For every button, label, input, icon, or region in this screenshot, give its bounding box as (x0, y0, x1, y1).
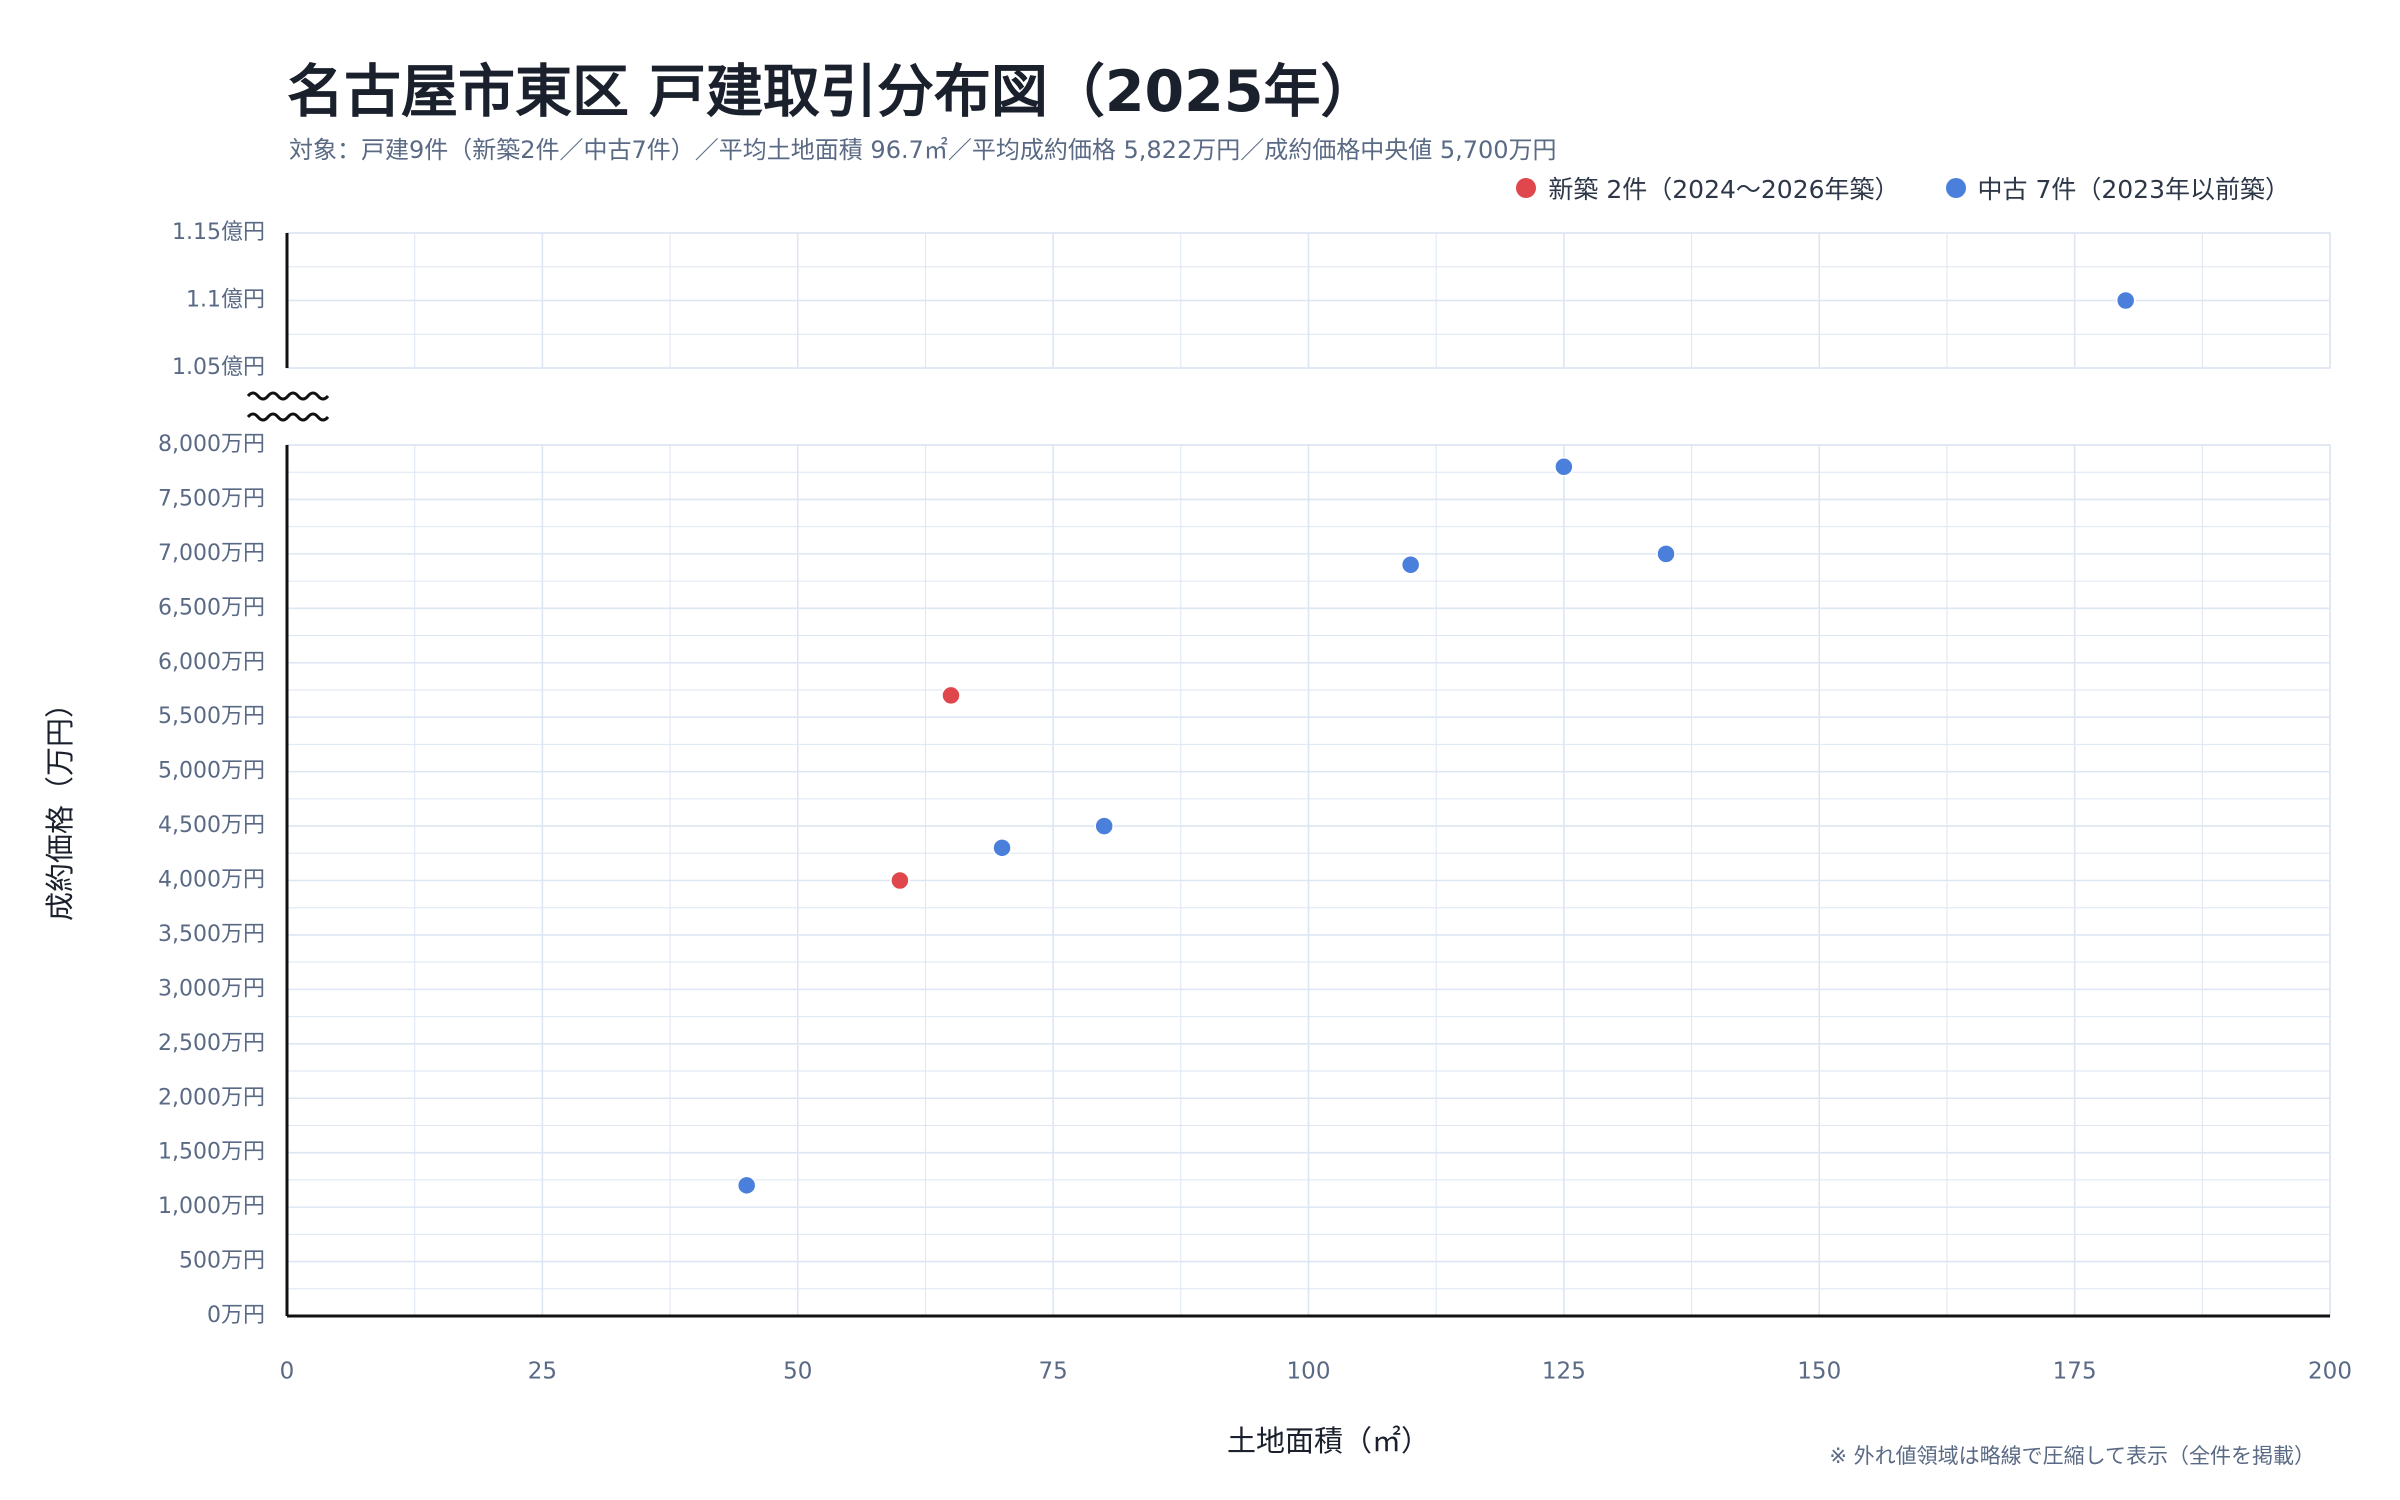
data-point-used (1656, 544, 1676, 564)
y-tick-label: 2,500万円 (158, 1031, 265, 1056)
data-point-used (1554, 457, 1574, 477)
data-point-used (992, 838, 1012, 858)
x-tick-label: 100 (1287, 1359, 1331, 1385)
x-tick-label: 125 (1542, 1359, 1586, 1385)
axis-break-mark (246, 391, 330, 401)
y-axis-label: 成約価格（万円） (43, 689, 77, 921)
y-tick-label: 4,000万円 (158, 868, 265, 893)
y-tick-label: 5,500万円 (158, 704, 265, 729)
y-tick-label: 1,000万円 (158, 1194, 265, 1219)
y-tick-label: 6,500万円 (158, 595, 265, 620)
y-tick-label: 7,000万円 (158, 541, 265, 566)
x-tick-label: 25 (528, 1359, 557, 1385)
y-tick-label: 1.1億円 (186, 288, 265, 313)
data-point-used (1094, 816, 1114, 836)
data-point-used (2115, 290, 2136, 311)
y-tick-label: 1.05億円 (172, 355, 265, 380)
x-tick-label: 75 (1038, 1359, 1067, 1385)
x-tick-label: 150 (1797, 1359, 1841, 1385)
y-tick-label: 7,500万円 (158, 486, 265, 511)
x-tick-label: 200 (2308, 1359, 2352, 1385)
x-axis-label: 土地面積（㎡） (1227, 1424, 1430, 1458)
data-point-new (890, 870, 910, 891)
y-tick-label: 2,000万円 (158, 1085, 265, 1110)
axis-break-mask (244, 378, 332, 436)
data-point-new (941, 685, 961, 706)
footnote: ※ 外れ値領域は略線で圧縮して表示（全件を掲載） (1829, 1444, 2315, 1468)
y-tick-label: 3,500万円 (158, 922, 265, 947)
y-tick-label: 3,000万円 (158, 976, 265, 1001)
legend-item-new: 新築 2件（2024〜2026年築） (1516, 170, 1900, 206)
x-tick-label: 0 (280, 1359, 295, 1385)
data-point-used (1400, 555, 1421, 575)
x-tick-label: 175 (2053, 1359, 2097, 1385)
y-tick-label: 1.15億円 (172, 220, 265, 245)
y-tick-label: 500万円 (179, 1249, 265, 1274)
y-tick-label: 4,500万円 (158, 813, 265, 838)
x-tick-label: 50 (783, 1359, 812, 1385)
y-tick-label: 1,500万円 (158, 1140, 265, 1165)
legend-label-new: 新築 2件（2024〜2026年築） (1548, 175, 1900, 204)
chart-title: 名古屋市東区 戸建取引分布図（2025年） (287, 59, 1378, 125)
legend-label-used: 中古 7件（2023年以前築） (1977, 175, 2290, 204)
legend: 新築 2件（2024〜2026年築） 中古 7件（2023年以前築） (1470, 170, 2290, 206)
axis-break-mark (246, 412, 330, 422)
legend-marker-used (1945, 178, 1966, 198)
chart-subtitle: 対象：戸建9件（新築2件／中古7件）／平均土地面積 96.7㎡／平均成約価格 5… (289, 136, 1557, 164)
legend-item-used: 中古 7件（2023年以前築） (1945, 170, 2290, 206)
legend-marker-new (1516, 178, 1537, 198)
y-tick-label: 5,000万円 (158, 759, 265, 784)
data-point-used (736, 1175, 757, 1196)
y-tick-label: 8,000万円 (158, 432, 265, 457)
y-tick-label: 0万円 (207, 1303, 265, 1328)
y-tick-label: 6,000万円 (158, 650, 265, 675)
